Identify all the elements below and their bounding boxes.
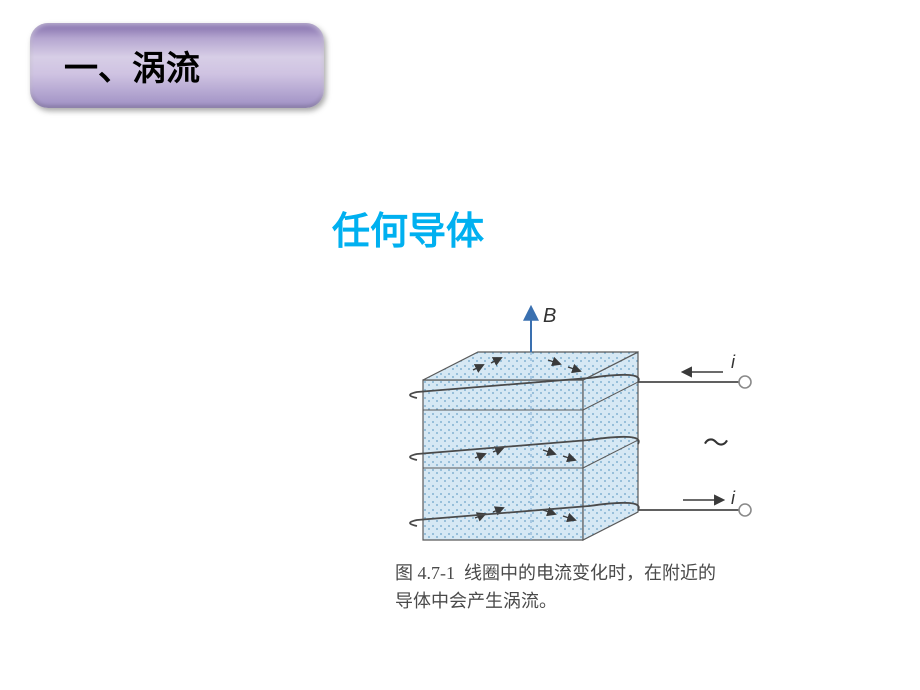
title-text: 一、涡流 bbox=[64, 41, 200, 90]
eddy-current-figure: B i i ～ bbox=[383, 300, 783, 560]
caption-prefix: 图 4.7-1 bbox=[395, 563, 455, 583]
cube-right bbox=[583, 352, 638, 540]
label-b: B bbox=[543, 305, 556, 327]
title-badge: 一、涡流 bbox=[30, 23, 324, 108]
cube-front bbox=[423, 380, 583, 540]
eddy-current-svg: B i i ～ bbox=[383, 300, 783, 560]
label-ac: ～ bbox=[703, 428, 729, 458]
subtitle: 任何导体 bbox=[332, 200, 484, 255]
label-i-top: i bbox=[731, 352, 736, 372]
figure-caption: 图 4.7-1 线圈中的电流变化时，在附近的导体中会产生涡流。 bbox=[395, 560, 725, 616]
terminal-top bbox=[739, 376, 751, 388]
label-i-bot: i bbox=[731, 488, 736, 508]
terminal-bottom bbox=[739, 504, 751, 516]
